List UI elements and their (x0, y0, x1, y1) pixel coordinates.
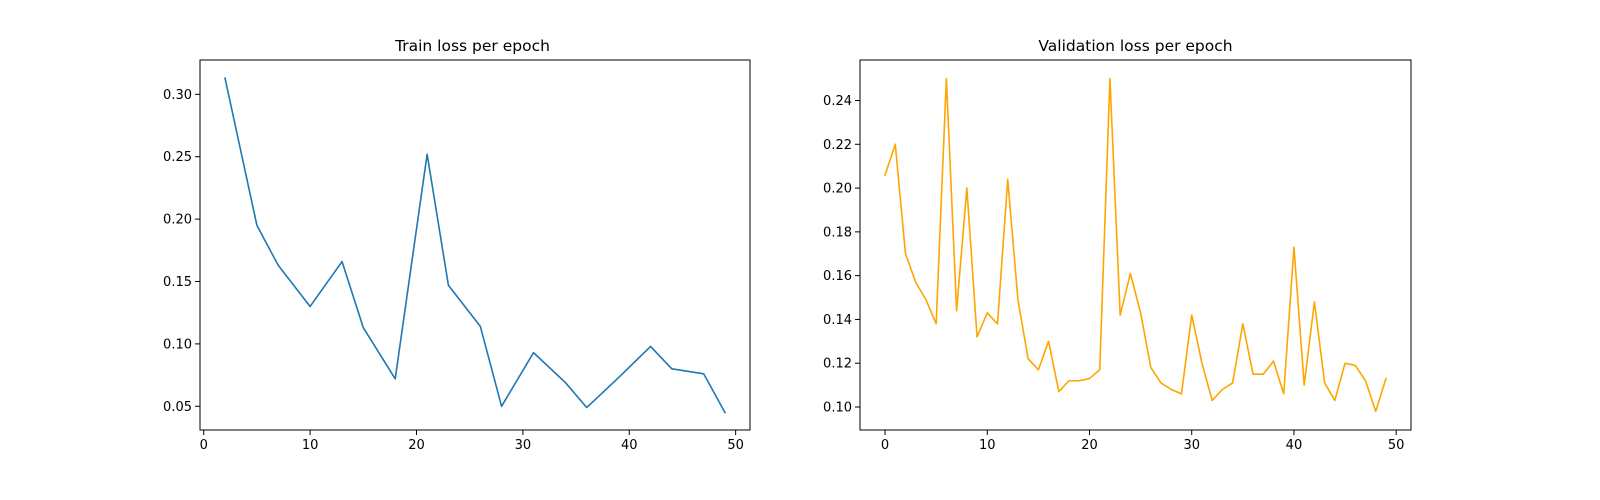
train-x-tick-label: 40 (621, 438, 638, 453)
train-y-ticks: 0.05 0.10 0.15 0.20 0.25 0.30 (163, 88, 200, 415)
train-y-tick-label: 0.30 (163, 88, 192, 103)
train-y-tick-label: 0.20 (163, 213, 192, 228)
train-x-ticks: 0 10 20 30 40 50 (200, 430, 744, 453)
validation-y-tick-label: 0.24 (823, 94, 852, 109)
validation-x-tick-label: 30 (1183, 438, 1200, 453)
validation-loss-title: Validation loss per epoch (1038, 37, 1232, 55)
train-x-tick-label: 10 (302, 438, 319, 453)
train-x-tick-label: 50 (727, 438, 744, 453)
train-y-tick-label: 0.25 (163, 150, 192, 165)
validation-y-tick-label: 0.22 (823, 138, 852, 153)
validation-y-tick-label: 0.12 (823, 357, 852, 372)
validation-x-tick-label: 50 (1388, 438, 1405, 453)
train-y-tick-label: 0.05 (163, 400, 192, 415)
validation-x-tick-label: 0 (881, 438, 889, 453)
train-series (224, 77, 727, 414)
validation-axes-frame (859, 59, 1412, 431)
train-loss-chart: Train loss per epoch 0 10 20 30 40 50 0.05 0.1… (163, 37, 751, 453)
train-y-tick-label: 0.15 (163, 275, 192, 290)
validation-y-tick-label: 0.18 (823, 225, 852, 240)
train-loss-title: Train loss per epoch (394, 37, 550, 55)
validation-series (884, 77, 1387, 413)
validation-loss-chart: Validation loss per epoch 0 10 20 30 40 50 0.… (823, 37, 1412, 453)
train-y-tick-label: 0.10 (163, 337, 192, 352)
validation-x-ticks: 0 10 20 30 40 50 (881, 430, 1405, 453)
validation-y-tick-label: 0.14 (823, 313, 852, 328)
validation-x-tick-label: 40 (1286, 438, 1303, 453)
train-axes-frame (199, 59, 751, 431)
validation-y-tick-label: 0.16 (823, 269, 852, 284)
train-x-tick-label: 20 (408, 438, 425, 453)
train-x-tick-label: 0 (200, 438, 208, 453)
validation-loss-line (884, 77, 1387, 413)
validation-y-tick-label: 0.10 (823, 401, 852, 416)
validation-y-ticks: 0.10 0.12 0.14 0.16 0.18 0.20 0.22 0.24 (823, 94, 860, 416)
train-loss-line (224, 77, 727, 414)
validation-x-tick-label: 20 (1081, 438, 1098, 453)
validation-y-tick-label: 0.20 (823, 182, 852, 197)
validation-x-tick-label: 10 (979, 438, 996, 453)
train-x-tick-label: 30 (515, 438, 532, 453)
